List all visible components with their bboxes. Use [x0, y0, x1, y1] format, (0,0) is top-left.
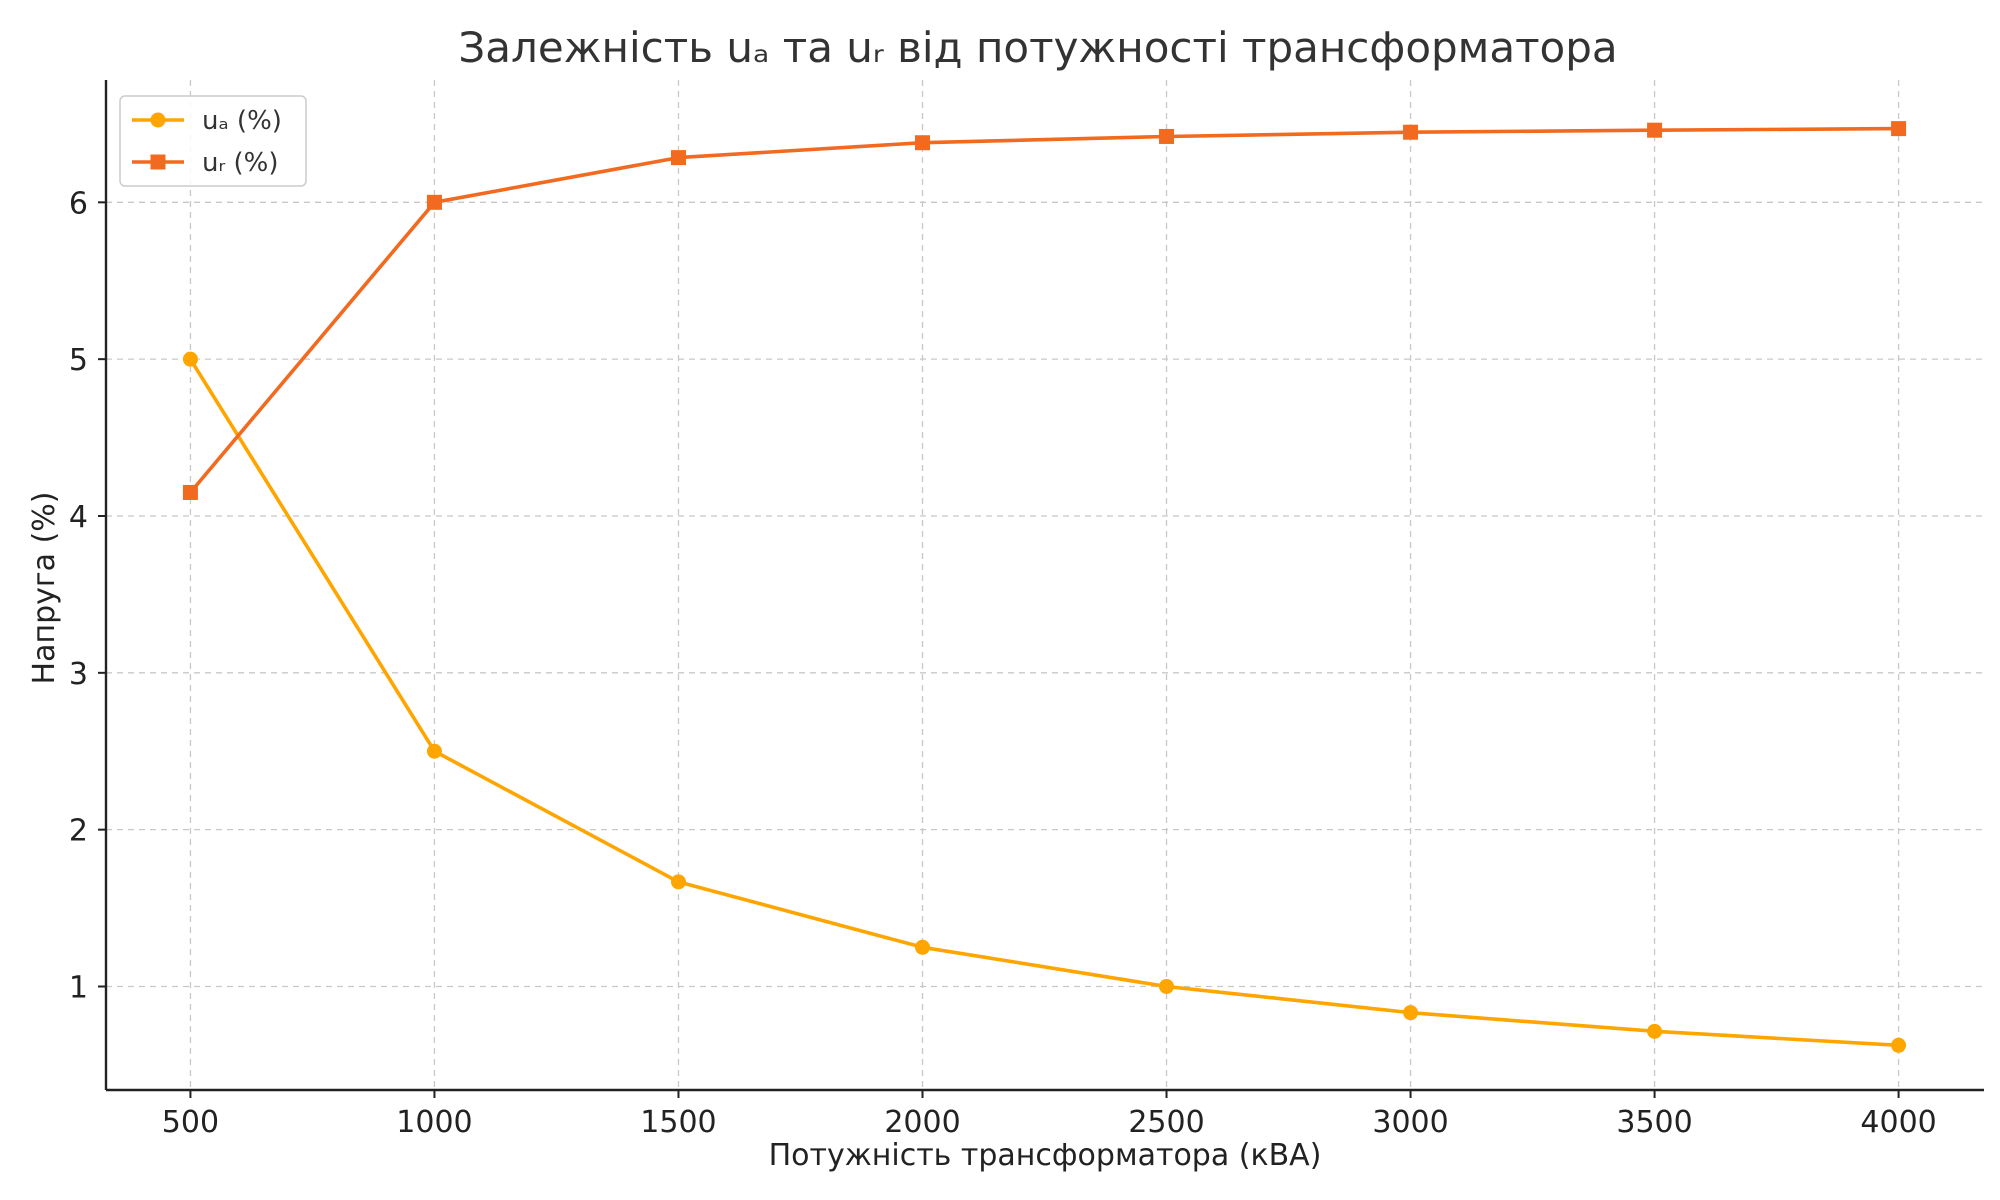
series-2 — [182, 121, 1907, 500]
x-axis-label: Потужність трансформатора (кВА) — [769, 1138, 1322, 1173]
data-point — [670, 150, 686, 166]
x-tick-label: 3500 — [1616, 1105, 1692, 1140]
legend-marker — [150, 112, 166, 128]
legend-marker — [150, 154, 166, 170]
y-axis-label: Напруга (%) — [27, 492, 62, 685]
legend: uₐ (%) uᵣ (%) — [119, 95, 307, 187]
data-point — [670, 874, 686, 890]
y-tick-label: 5 — [69, 343, 88, 378]
x-tick-label: 1500 — [640, 1105, 716, 1140]
legend-item: uₐ (%) — [132, 106, 282, 136]
x-tick-label: 4000 — [1860, 1105, 1936, 1140]
x-tick-label: 1000 — [396, 1105, 472, 1140]
data-point — [182, 484, 198, 500]
data-point — [1647, 122, 1663, 138]
data-point — [426, 743, 442, 759]
y-tick-label: 4 — [69, 500, 88, 535]
series-1 — [182, 351, 1907, 1053]
y-tick-label: 3 — [69, 657, 88, 692]
series-layer — [182, 121, 1907, 1053]
data-point — [426, 194, 442, 210]
legend-label: uᵣ (%) — [202, 148, 278, 178]
data-point — [1891, 1037, 1907, 1053]
x-tick-label: 2000 — [884, 1105, 960, 1140]
data-point — [182, 351, 198, 367]
x-tick-label: 3000 — [1372, 1105, 1448, 1140]
data-point — [915, 939, 931, 955]
data-point — [1159, 128, 1175, 144]
legend-label: uₐ (%) — [202, 106, 282, 136]
y-tick-label: 1 — [69, 970, 88, 1005]
axes: 500 1000 1500 2000 2500 3000 3500 4000 1 2 3 4 5 6 — [69, 80, 1984, 1140]
series-line — [189, 126, 1899, 494]
x-tick-label: 2500 — [1128, 1105, 1204, 1140]
data-point — [1159, 978, 1175, 994]
legend-item: uᵣ (%) — [132, 148, 278, 178]
data-point — [1403, 124, 1419, 140]
data-point — [915, 135, 931, 151]
data-point — [1403, 1005, 1419, 1021]
series-line — [188, 358, 1899, 1048]
y-tick-label: 6 — [69, 186, 88, 221]
chart-title: Залежність uₐ та uᵣ від потужності транс… — [458, 23, 1617, 72]
data-point — [1891, 121, 1907, 137]
data-point — [1647, 1023, 1663, 1039]
grid — [106, 80, 1984, 1090]
x-tick-label: 500 — [162, 1105, 219, 1140]
y-tick-label: 2 — [69, 814, 88, 849]
